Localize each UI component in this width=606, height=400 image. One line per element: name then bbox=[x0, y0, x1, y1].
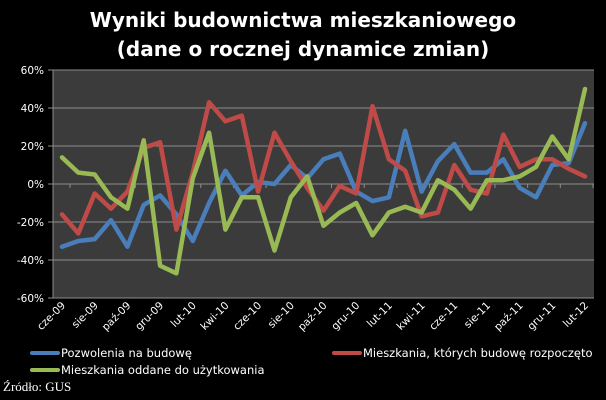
legend-swatch-green bbox=[30, 368, 60, 372]
legend-item-completed: Mieszkania oddane do użytkowania bbox=[30, 363, 265, 377]
y-tick-label: 60% bbox=[21, 65, 44, 77]
x-tick-label: cze-11 bbox=[427, 300, 460, 333]
x-tick-label: lut-10 bbox=[169, 300, 199, 330]
x-tick-label: gru-09 bbox=[133, 300, 166, 333]
x-tick-label: kwi-11 bbox=[395, 300, 428, 333]
y-tick-label: -60% bbox=[17, 293, 44, 305]
series-line bbox=[59, 100, 588, 236]
y-tick-label: 20% bbox=[21, 141, 44, 153]
series-line bbox=[59, 120, 588, 249]
legend-swatch-blue bbox=[30, 351, 60, 355]
x-tick-label: gru-11 bbox=[525, 300, 558, 333]
x-tick-label: lut-11 bbox=[365, 300, 395, 330]
x-tick-label: paź-10 bbox=[296, 300, 330, 334]
legend-label: Mieszkania, których budowę rozpoczęto bbox=[363, 346, 593, 360]
legend-label: Pozwolenia na budowę bbox=[61, 346, 192, 360]
chart-title-line1: Wyniki budownictwa mieszkaniowego bbox=[89, 8, 517, 32]
series-line bbox=[59, 86, 588, 276]
legend-item-started: Mieszkania, których budowę rozpoczęto bbox=[332, 346, 593, 360]
x-tick-label: kwi-10 bbox=[199, 300, 232, 333]
legend-swatch-red bbox=[332, 351, 362, 355]
source-note: Źródło: GUS bbox=[3, 379, 72, 394]
y-tick-label: 40% bbox=[21, 103, 44, 115]
x-tick-label: paź-11 bbox=[492, 300, 526, 334]
y-tick-label: -20% bbox=[17, 217, 44, 229]
x-tick-label: sie-11 bbox=[462, 300, 493, 331]
data-series bbox=[59, 86, 588, 276]
legend-item-permits: Pozwolenia na budowę bbox=[30, 346, 192, 360]
x-tick-label: sie-10 bbox=[266, 300, 297, 331]
y-tick-label: -40% bbox=[17, 255, 44, 267]
x-tick-label: lut-12 bbox=[561, 300, 591, 330]
y-tick-label: 0% bbox=[27, 179, 44, 191]
x-tick-label: sie-09 bbox=[70, 300, 101, 331]
x-tick-label: paź-09 bbox=[100, 300, 134, 334]
legend-label: Mieszkania oddane do użytkowania bbox=[61, 363, 265, 377]
y-axis-ticks: 60% 40% 20% 0% -20% -40% -60% bbox=[17, 65, 53, 305]
x-tick-label: cze-10 bbox=[231, 300, 264, 333]
chart-title: Wyniki budownictwa mieszkaniowego (dane … bbox=[0, 6, 606, 64]
x-tick-label: gru-10 bbox=[329, 300, 362, 333]
chart-subtitle: (dane o rocznej dynamice zmian) bbox=[116, 37, 490, 61]
